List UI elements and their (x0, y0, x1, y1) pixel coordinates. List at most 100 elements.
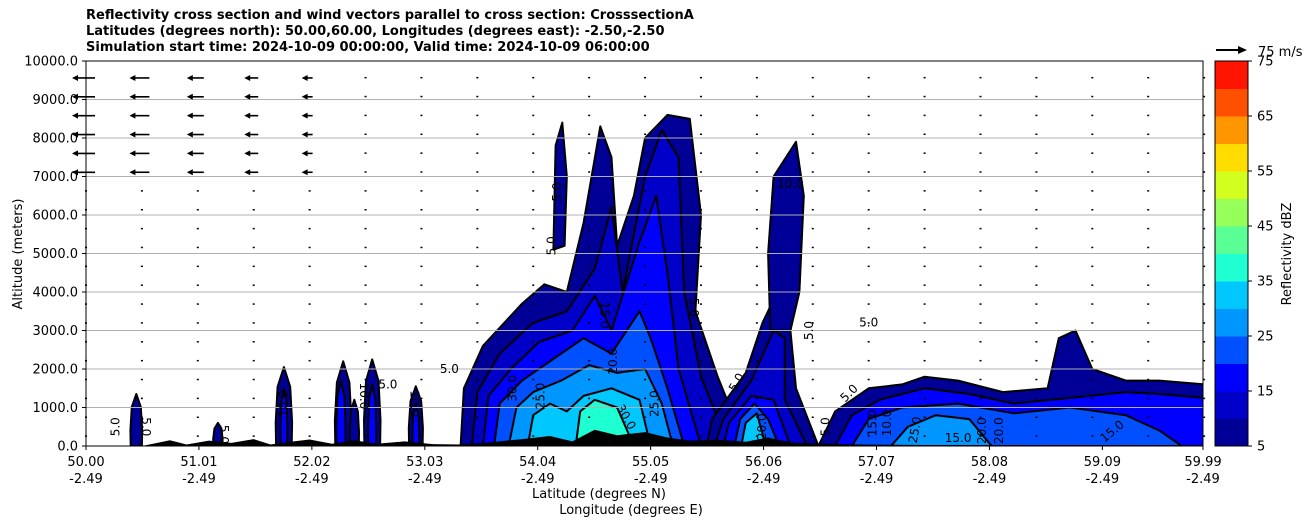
wind-vector (364, 303, 367, 305)
colorbar-frame (1214, 60, 1249, 447)
wind-vector (140, 378, 143, 381)
wind-vector (420, 152, 423, 154)
wind-vector (1147, 152, 1150, 154)
x-tick-label-lat: 52.02 (293, 455, 330, 470)
wind-vector (532, 227, 535, 230)
wind-vector (476, 435, 479, 437)
wind-vector (867, 359, 870, 362)
wind-vector (1035, 322, 1038, 324)
wind-vector (1147, 76, 1150, 79)
contour-label: 5.0 (378, 377, 397, 391)
wind-vector-head (186, 93, 193, 100)
y-tick-label: 6000.0 (33, 209, 79, 224)
wind-vector (476, 378, 479, 381)
wind-vector-head (244, 169, 251, 176)
wind-vector (140, 284, 143, 286)
wind-vector (308, 284, 311, 286)
wind-vector (1203, 227, 1206, 230)
wind-vector (1091, 416, 1094, 419)
colorbar-segment (1215, 171, 1248, 199)
contour-label: 5.0 (859, 316, 878, 330)
wind-vector (699, 416, 702, 419)
colorbar-tick-label: 35 (1257, 275, 1274, 290)
wind-vector (867, 303, 870, 305)
wind-vector (699, 303, 702, 305)
wind-vector (1147, 133, 1150, 136)
wind-vector (588, 227, 591, 230)
cell-5-inner (367, 383, 378, 446)
wind-vector (755, 341, 758, 343)
x-axis-label-longitude: Longitude (degrees E) (559, 503, 703, 518)
wind-vector (979, 114, 982, 117)
wind-vector (364, 246, 367, 249)
wind-vector (252, 359, 255, 362)
wind-vector (644, 359, 647, 362)
contour-label: 20.0 (606, 348, 620, 375)
wind-vector (1203, 284, 1206, 286)
wind-vector (532, 76, 535, 79)
contour-label: 25.0 (647, 390, 661, 417)
wind-vector (364, 322, 367, 324)
wind-vector (1035, 133, 1038, 136)
wind-vector-head (244, 131, 251, 138)
wind-vector (476, 284, 479, 286)
contour-label: 25.0 (533, 383, 547, 410)
wind-vector (923, 341, 926, 343)
wind-vector (252, 246, 255, 249)
wind-vector (1091, 435, 1094, 437)
wind-vector (699, 397, 702, 400)
wind-vector (308, 190, 311, 192)
wind-vector (1203, 322, 1206, 324)
colorbar-segment (1215, 391, 1248, 419)
wind-vector (1203, 95, 1206, 98)
wind-vector (252, 208, 255, 211)
wind-vector (923, 378, 926, 381)
wind-vector (140, 265, 143, 268)
wind-vector (588, 416, 591, 419)
wind-vector (979, 95, 982, 98)
wind-vector (308, 265, 311, 268)
wind-vector (979, 341, 982, 343)
x-tick-label-lat: 59.99 (1184, 455, 1221, 470)
wind-vector (532, 359, 535, 362)
wind-vector (923, 171, 926, 173)
wind-vector (979, 208, 982, 211)
wind-vector (979, 435, 982, 437)
wind-vector (699, 341, 702, 343)
contour-label: 20.0 (975, 417, 989, 444)
wind-vector (252, 227, 255, 230)
wind-vector (532, 303, 535, 305)
wind-vector (308, 303, 311, 305)
wind-vector (867, 246, 870, 249)
wind-vector (1203, 378, 1206, 381)
wind-vector (196, 265, 199, 268)
wind-vector (699, 322, 702, 324)
wind-vector (588, 265, 591, 268)
x-tick-label-lon: -2.49 (182, 472, 216, 487)
wind-vector (420, 303, 423, 305)
wind-vector-head (301, 131, 308, 138)
wind-vector (979, 246, 982, 249)
wind-vector (1091, 322, 1094, 324)
wind-vector (755, 322, 758, 324)
contour-label: 20.0 (992, 417, 1006, 444)
wind-vector-head (244, 150, 251, 157)
wind-vector (476, 114, 479, 117)
cell-tower-north (552, 121, 568, 251)
wind-vector (1035, 397, 1038, 400)
colorbar-segment (1215, 336, 1248, 364)
wind-vector (923, 152, 926, 154)
contour-label: 15.0 (945, 431, 972, 445)
wind-vector (1203, 341, 1206, 343)
wind-vector (476, 76, 479, 79)
wind-vector (1091, 265, 1094, 268)
colorbar-label: Reflectivity dBZ (1280, 203, 1295, 306)
wind-vector (867, 152, 870, 154)
wind-vector (364, 152, 367, 154)
wind-vector (1035, 416, 1038, 419)
colorbar-segment (1215, 198, 1248, 227)
wind-vector (644, 322, 647, 324)
wind-vector-head (72, 112, 78, 119)
wind-vector-head (129, 74, 136, 81)
wind-vector (252, 378, 255, 381)
